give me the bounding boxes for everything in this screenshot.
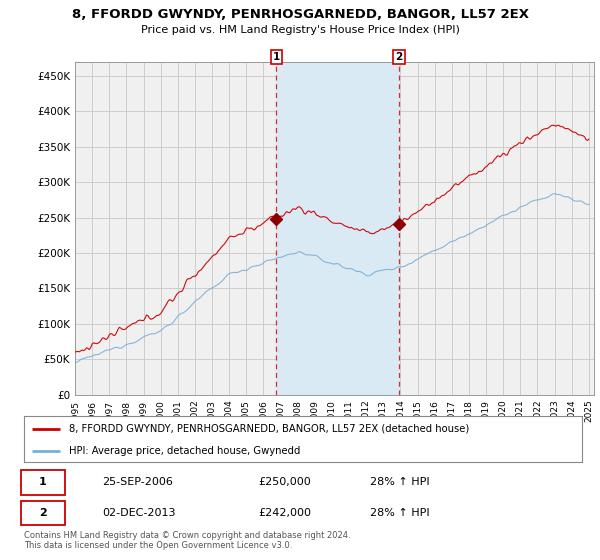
Text: 02-DEC-2013: 02-DEC-2013	[102, 508, 176, 518]
Text: 1: 1	[39, 477, 47, 487]
Bar	[276, 62, 399, 395]
Text: £242,000: £242,000	[259, 508, 311, 518]
FancyBboxPatch shape	[21, 470, 65, 494]
FancyBboxPatch shape	[21, 501, 65, 525]
Text: 25-SEP-2006: 25-SEP-2006	[102, 477, 173, 487]
Text: 28% ↑ HPI: 28% ↑ HPI	[370, 508, 430, 518]
Text: 8, FFORDD GWYNDY, PENRHOSGARNEDD, BANGOR, LL57 2EX: 8, FFORDD GWYNDY, PENRHOSGARNEDD, BANGOR…	[71, 8, 529, 21]
Text: Price paid vs. HM Land Registry's House Price Index (HPI): Price paid vs. HM Land Registry's House …	[140, 25, 460, 35]
Text: 1: 1	[272, 52, 280, 62]
Text: 8, FFORDD GWYNDY, PENRHOSGARNEDD, BANGOR, LL57 2EX (detached house): 8, FFORDD GWYNDY, PENRHOSGARNEDD, BANGOR…	[68, 424, 469, 434]
Text: 2: 2	[39, 508, 47, 518]
Text: 2: 2	[395, 52, 403, 62]
Text: 28% ↑ HPI: 28% ↑ HPI	[370, 477, 430, 487]
Text: HPI: Average price, detached house, Gwynedd: HPI: Average price, detached house, Gwyn…	[68, 446, 300, 455]
Text: Contains HM Land Registry data © Crown copyright and database right 2024.
This d: Contains HM Land Registry data © Crown c…	[24, 531, 350, 550]
Text: £250,000: £250,000	[259, 477, 311, 487]
